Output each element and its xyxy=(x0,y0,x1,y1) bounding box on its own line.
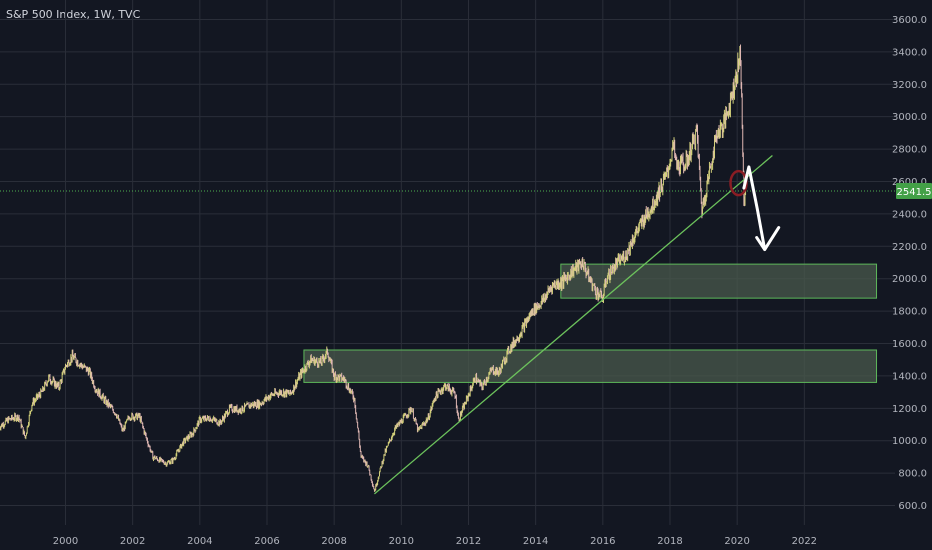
x-tick-label: 2012 xyxy=(456,536,481,547)
y-tick-label: 2400.0 xyxy=(892,209,927,220)
arrow-annotation[interactable] xyxy=(742,165,767,251)
y-tick-label: 3200.0 xyxy=(892,80,927,91)
x-tick-label: 2020 xyxy=(724,536,749,547)
x-tick-label: 2002 xyxy=(120,536,145,547)
x-tick-label: 2004 xyxy=(187,536,212,547)
x-tick-label: 2016 xyxy=(590,536,615,547)
y-tick-label: 1400.0 xyxy=(892,371,927,382)
trendline[interactable] xyxy=(374,155,773,495)
arrow-head xyxy=(755,226,781,252)
x-tick-label: 2006 xyxy=(254,536,279,547)
y-tick-label: 800.0 xyxy=(898,469,927,480)
support-zone[interactable] xyxy=(560,263,878,299)
y-tick-label: 2800.0 xyxy=(892,145,927,156)
y-tick-label: 1800.0 xyxy=(892,307,927,318)
x-tick-label: 2000 xyxy=(53,536,78,547)
y-tick-label: 2000.0 xyxy=(892,274,927,285)
y-tick-label: 3000.0 xyxy=(892,112,927,123)
last-price-label: 2541.5 xyxy=(897,187,932,198)
x-tick-label: 2008 xyxy=(321,536,346,547)
support-zone[interactable] xyxy=(303,349,878,383)
y-tick-label: 600.0 xyxy=(898,501,927,512)
y-tick-label: 1600.0 xyxy=(892,339,927,350)
x-tick-label: 2022 xyxy=(792,536,817,547)
x-tick-label: 2014 xyxy=(523,536,548,547)
last-price-badge xyxy=(896,182,932,199)
y-tick-label: 3600.0 xyxy=(892,15,927,26)
y-tick-label: 1000.0 xyxy=(892,436,927,447)
x-tick-label: 2010 xyxy=(389,536,414,547)
y-tick-label: 1200.0 xyxy=(892,404,927,415)
y-tick-label: 2600.0 xyxy=(892,177,927,188)
chart-title: S&P 500 Index, 1W, TVC xyxy=(6,8,141,21)
y-tick-label: 3400.0 xyxy=(892,47,927,58)
y-tick-label: 2200.0 xyxy=(892,242,927,253)
x-tick-label: 2018 xyxy=(657,536,682,547)
